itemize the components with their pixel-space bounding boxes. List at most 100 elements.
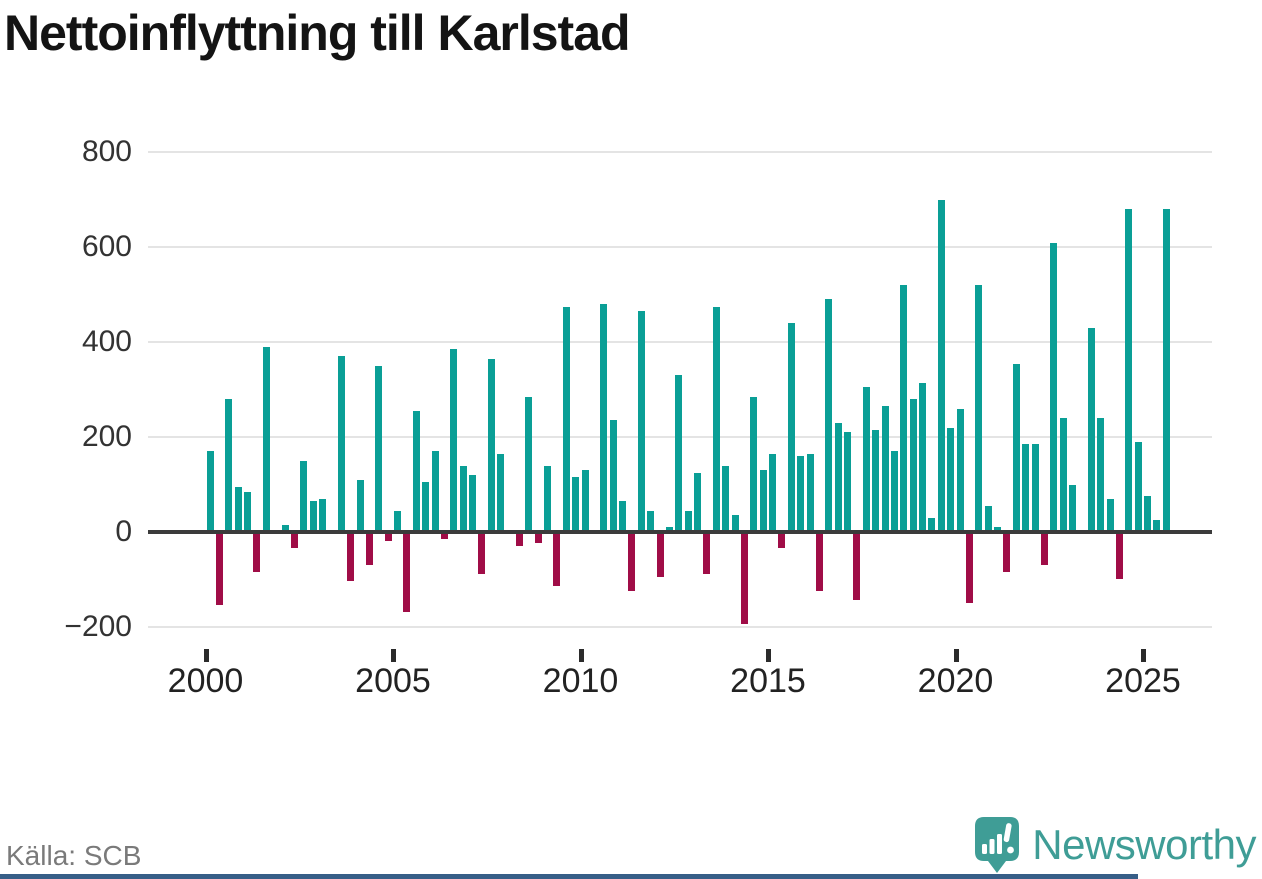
bar-2011-Q4 [647, 510, 655, 532]
bar-2008-Q2 [515, 534, 523, 546]
bar-2005-Q1 [394, 510, 401, 532]
footer-accent-bar [0, 874, 1138, 879]
bar-2015-Q2 [778, 534, 786, 549]
bar-2016-Q1 [806, 453, 814, 532]
bar-2024-Q3 [1125, 209, 1133, 532]
x-axis-label-2015: 2015 [730, 662, 806, 700]
bar-2013-Q1 [694, 472, 701, 532]
x-axis-label-2020: 2020 [917, 662, 994, 700]
bar-2024-Q4 [1134, 441, 1142, 532]
bar-2016-Q4 [834, 422, 842, 532]
x-axis-tick-2025 [1141, 649, 1146, 662]
bar-2000-Q4 [234, 486, 242, 532]
bar-2010-Q4 [609, 420, 617, 532]
bar-2020-Q1 [956, 408, 964, 532]
bar-2006-Q4 [459, 465, 467, 532]
page-title: Nettoinflyttning till Karlstad [4, 5, 631, 61]
x-axis-label-2000: 2000 [167, 662, 244, 700]
bar-2019-Q2 [928, 517, 936, 532]
bar-2005-Q4 [422, 482, 430, 532]
bar-2002-Q3 [300, 460, 308, 532]
x-axis-label-2005: 2005 [355, 662, 431, 700]
bar-2006-Q2 [440, 534, 448, 539]
bar-2004-Q3 [375, 365, 383, 532]
bar-2015-Q3 [787, 323, 795, 532]
newsworthy-logo[interactable]: Newsworthy [972, 814, 1256, 876]
x-axis-tick-2010 [578, 649, 584, 662]
bar-2022-Q1 [1031, 444, 1039, 532]
bar-2019-Q3 [937, 199, 945, 532]
gridline-y-800 [148, 151, 1212, 154]
newsworthy-wordmark: Newsworthy [1032, 821, 1256, 868]
bar-2005-Q3 [412, 411, 420, 532]
x-axis-tick-2015 [766, 649, 771, 662]
bar-2006-Q1 [431, 451, 439, 532]
bar-2001-Q3 [262, 346, 270, 532]
bar-2021-Q2 [1003, 534, 1011, 572]
x-axis-label-2010: 2010 [542, 662, 619, 700]
bar-2010-Q3 [600, 304, 608, 532]
bar-2020-Q2 [965, 534, 973, 603]
bar-2012-Q3 [675, 375, 683, 532]
y-axis-label--200: −200 [64, 609, 132, 643]
x-axis-label-2025: 2025 [1105, 662, 1181, 700]
bar-2020-Q4 [984, 505, 992, 532]
bar-2002-Q1 [281, 524, 289, 532]
bar-2018-Q4 [909, 399, 917, 532]
bar-2004-Q2 [365, 534, 373, 565]
bar-2022-Q3 [1050, 242, 1058, 532]
bar-2005-Q2 [403, 534, 411, 613]
bar-2002-Q4 [309, 501, 317, 532]
bar-2013-Q4 [722, 465, 730, 532]
x-axis-tick-2000 [203, 649, 209, 662]
bar-2020-Q3 [975, 285, 983, 532]
bar-2012-Q1 [656, 534, 664, 577]
gridline-y-600 [148, 246, 1212, 249]
bar-2022-Q2 [1040, 534, 1048, 565]
bar-2018-Q3 [900, 285, 908, 532]
bar-2010-Q1 [581, 470, 589, 532]
bar-2017-Q3 [862, 387, 870, 532]
bar-2000-Q3 [225, 399, 233, 532]
bar-2009-Q1 [544, 465, 551, 532]
bar-2004-Q1 [356, 479, 364, 532]
bar-2025-Q2 [1153, 520, 1161, 532]
bar-2017-Q2 [853, 534, 861, 601]
y-axis-label-0: 0 [115, 515, 132, 548]
newsworthy-pin-icon [972, 815, 1022, 875]
bar-2004-Q4 [384, 534, 392, 542]
y-axis-label-400: 400 [81, 325, 132, 359]
bar-2001-Q2 [253, 534, 261, 572]
bar-2025-Q3 [1162, 209, 1170, 532]
bar-2021-Q1 [994, 527, 1001, 532]
bar-2021-Q3 [1012, 363, 1020, 532]
x-axis-tick-2020 [953, 649, 959, 662]
bar-2013-Q2 [703, 534, 711, 575]
x-axis-tick-2005 [391, 649, 396, 662]
bar-2015-Q4 [797, 456, 805, 532]
bar-2007-Q2 [478, 534, 486, 575]
bar-2013-Q3 [712, 306, 720, 532]
bar-2016-Q3 [825, 299, 833, 532]
plot-area: 800 600 400 200 0 −200 2000 2005 2010 2015 2020 202… [64, 135, 1212, 700]
bar-2007-Q1 [469, 475, 476, 532]
bar-2023-Q4 [1097, 418, 1105, 532]
bar-2014-Q2 [740, 534, 748, 625]
bar-2023-Q3 [1087, 327, 1095, 532]
bar-2019-Q4 [947, 427, 955, 532]
y-axis-label-600: 600 [81, 230, 132, 264]
bar-2021-Q4 [1022, 444, 1030, 532]
bar-2007-Q4 [497, 453, 505, 532]
bar-2016-Q2 [815, 534, 823, 591]
bar-2006-Q3 [450, 349, 458, 532]
y-axis-label-800: 800 [81, 135, 132, 169]
gridline-y--200 [148, 625, 1212, 628]
bar-2011-Q3 [637, 311, 645, 532]
gridline-y-400 [148, 341, 1212, 344]
bar-2022-Q4 [1059, 418, 1067, 532]
bar-2009-Q2 [553, 534, 561, 587]
source-text: Källa: SCB [6, 840, 142, 871]
bar-2024-Q1 [1106, 498, 1114, 532]
bar-2012-Q2 [665, 527, 673, 532]
bar-2003-Q1 [319, 498, 326, 532]
